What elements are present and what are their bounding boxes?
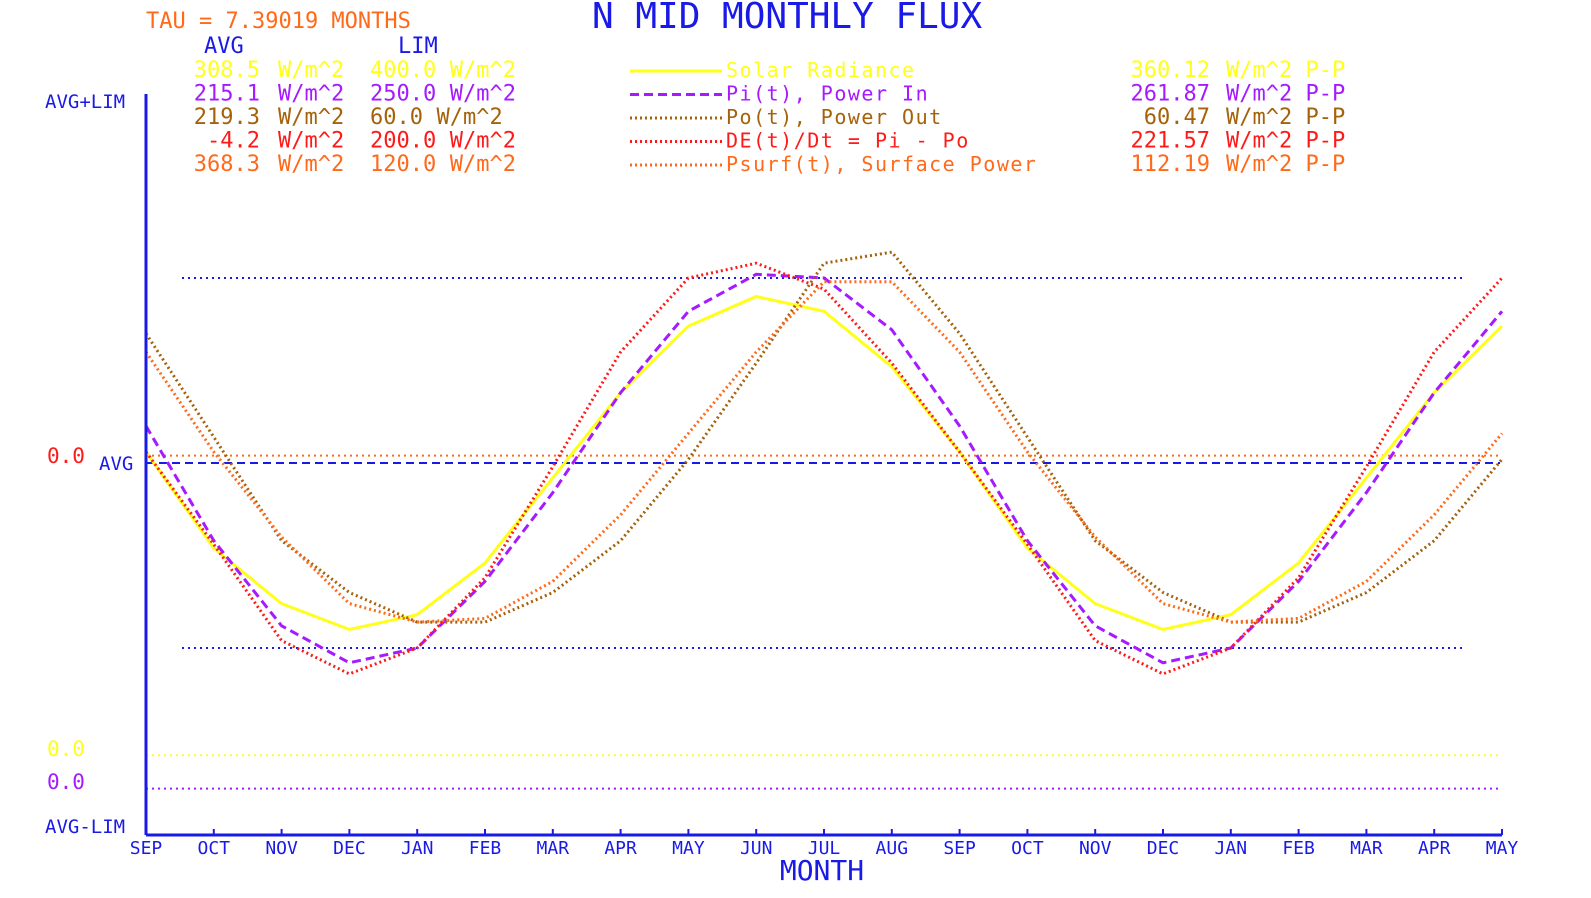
zero-label-purple: 0.0 xyxy=(47,770,85,794)
legend-pp-value: 360.12 xyxy=(1131,58,1210,83)
x-tick-label: JAN xyxy=(401,838,434,859)
legend-lim-unit: W/m^2 xyxy=(450,152,516,177)
legend-pp-value: 60.47 xyxy=(1144,105,1210,130)
reference-lines xyxy=(146,277,1500,790)
x-tick-label: JAN xyxy=(1215,838,1248,859)
x-tick-label: DEC xyxy=(1147,838,1180,859)
legend-lim-value: 200.0 xyxy=(370,129,436,154)
legend-lim-value: 250.0 xyxy=(370,82,436,107)
legend: 308.5 W/m^2 400.0 W/m^2 Solar Radiance 360.12… xyxy=(194,58,1345,177)
x-tick-labels: SEP OCT NOV DEC JAN FEB MAR APR MAY JUN JUL AUG SEP O… xyxy=(130,829,1519,859)
lim-column-header: LIM xyxy=(398,34,438,59)
chart-title: N MID MONTHLY FLUX xyxy=(592,0,982,37)
legend-series-name: Po(t), Power Out xyxy=(726,105,943,129)
x-tick-label: NOV xyxy=(1079,838,1112,859)
legend-lim-unit: W/m^2 xyxy=(450,58,516,83)
legend-pp-value: 261.87 xyxy=(1131,82,1210,107)
x-tick-label: JUL xyxy=(808,838,841,859)
x-tick-label: APR xyxy=(604,838,637,859)
legend-avg-value: -4.2 xyxy=(207,129,260,154)
legend-series-name: DE(t)/Dt = Pi - Po xyxy=(726,129,970,153)
legend-avg-value: 308.5 xyxy=(194,58,260,83)
legend-avg-unit: W/m^2 xyxy=(278,58,344,83)
x-tick-label: MAR xyxy=(537,838,570,859)
legend-lim-unit: W/m^2 xyxy=(437,105,503,130)
legend-lim-unit: W/m^2 xyxy=(450,82,516,107)
legend-avg-unit: W/m^2 xyxy=(278,152,344,177)
x-tick-label: DEC xyxy=(333,838,366,859)
legend-avg-value: 215.1 xyxy=(194,82,260,107)
ytick-avg-minus-lim: AVG-LIM xyxy=(45,816,125,838)
x-axis-label: MONTH xyxy=(780,854,864,887)
legend-avg-unit: W/m^2 xyxy=(278,129,344,154)
legend-avg-unit: W/m^2 xyxy=(278,82,344,107)
legend-pp-value: 221.57 xyxy=(1131,129,1210,154)
series-line xyxy=(144,280,1504,624)
x-tick-label: AUG xyxy=(876,838,909,859)
legend-pp-unit: W/m^2 P-P xyxy=(1226,58,1345,83)
legend-avg-value: 219.3 xyxy=(194,105,260,130)
legend-pp-unit: W/m^2 P-P xyxy=(1226,82,1345,107)
legend-lim-value: 400.0 xyxy=(370,58,436,83)
x-tick-label: SEP xyxy=(943,838,976,859)
series-line xyxy=(144,272,1504,665)
legend-pp-unit: W/m^2 P-P xyxy=(1226,152,1345,177)
x-tick-label: SEP xyxy=(130,838,163,859)
zero-label-red: 0.0 xyxy=(47,444,85,468)
legend-avg-value: 368.3 xyxy=(194,152,260,177)
series-line xyxy=(144,294,1504,632)
series-line xyxy=(144,261,1504,676)
x-tick-label: OCT xyxy=(1011,838,1044,859)
legend-pp-unit: W/m^2 P-P xyxy=(1226,129,1345,154)
legend-series-name: Solar Radiance xyxy=(726,58,916,82)
x-tick-label: FEB xyxy=(1282,838,1315,859)
x-tick-label: MAY xyxy=(1486,838,1519,859)
series-lines xyxy=(144,250,1504,676)
x-tick-label: FEB xyxy=(469,838,502,859)
tau-label: TAU = 7.39019 MONTHS xyxy=(146,9,411,34)
x-tick-label: MAY xyxy=(672,838,705,859)
legend-pp-unit: W/m^2 P-P xyxy=(1226,105,1345,130)
x-tick-label: OCT xyxy=(198,838,231,859)
ytick-avg-plus-lim: AVG+LIM xyxy=(45,91,125,113)
legend-lim-unit: W/m^2 xyxy=(450,129,516,154)
x-tick-label: APR xyxy=(1418,838,1451,859)
zero-label-yellow: 0.0 xyxy=(47,737,85,761)
avg-column-header: AVG xyxy=(204,34,244,59)
legend-lim-value: 120.0 xyxy=(370,152,436,177)
legend-pp-value: 112.19 xyxy=(1131,152,1210,177)
x-tick-label: JUN xyxy=(740,838,773,859)
x-tick-label: MAR xyxy=(1350,838,1383,859)
ytick-avg: AVG xyxy=(99,453,133,475)
legend-series-name: Psurf(t), Surface Power xyxy=(726,152,1037,176)
legend-series-name: Pi(t), Power In xyxy=(726,82,929,106)
x-tick-label: NOV xyxy=(265,838,298,859)
legend-avg-unit: W/m^2 xyxy=(278,105,344,130)
legend-lim-value: 60.0 xyxy=(370,105,423,130)
series-line xyxy=(144,250,1504,624)
